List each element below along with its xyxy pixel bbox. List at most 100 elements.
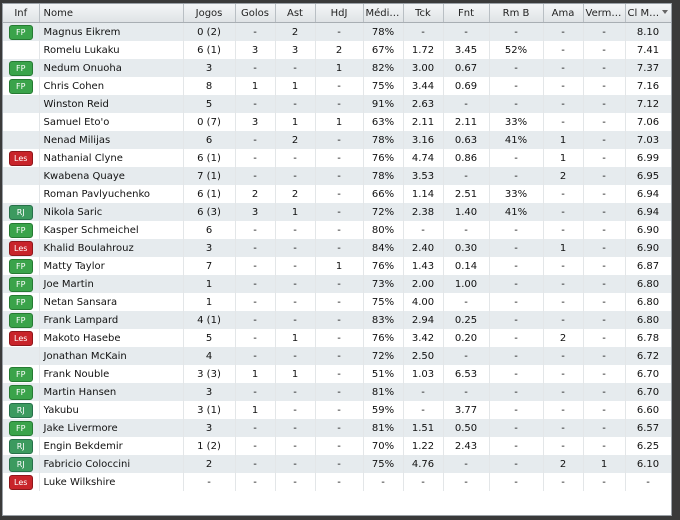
column-header-fnt[interactable]: Fnt	[443, 4, 490, 23]
status-badge[interactable]: FP	[8, 24, 33, 40]
cell-player-name[interactable]: Matty Taylor	[39, 257, 184, 275]
cell-tck: -	[403, 473, 444, 491]
table-row[interactable]: RJ Nikola Saric 6 (3) 3 1-72% 2.38 1.40 41% - -6.…	[3, 203, 671, 221]
cell-media: 82%	[363, 59, 404, 77]
column-header-nome[interactable]: Nome	[39, 4, 184, 23]
status-badge[interactable]: FP	[8, 294, 33, 310]
table-row[interactable]: Roman Pavlyuchenko 6 (1) 2 2-66% 1.14 2.51 33%…	[3, 185, 671, 203]
status-badge[interactable]: RJ	[8, 456, 33, 472]
cell-player-name[interactable]: Nenad Milijas	[39, 131, 184, 149]
status-badge[interactable]: FP	[8, 258, 33, 274]
status-badge[interactable]: Les	[8, 474, 33, 490]
cell-player-name[interactable]: Nikola Saric	[39, 203, 184, 221]
column-header-hdj[interactable]: HdJ	[315, 4, 364, 23]
table-row[interactable]: RJ Fabricio Coloccini 2- - -75% 4.76- -2 1 6.10	[3, 455, 671, 473]
table-row[interactable]: FP Frank Lampard 4 (1) - - -83% 2.94 0.25- - -6.8…	[3, 311, 671, 329]
column-header-ast[interactable]: Ast	[275, 4, 316, 23]
column-header-vermelhos[interactable]: Vermel...	[583, 4, 626, 23]
cell-hdj: 1	[315, 113, 364, 131]
table-row[interactable]: Kwabena Quaye 7 (1) - - -78% 3.53- -2-6.95	[3, 167, 671, 185]
status-badge[interactable]: FP	[8, 312, 33, 328]
table-row[interactable]: FP Joe Martin 1- - -73% 2.00 1.00- - -6.80	[3, 275, 671, 293]
status-badge[interactable]: FP	[8, 384, 33, 400]
table-row[interactable]: Les Nathanial Clyne 6 (1) - - -76% 4.74 0.86-1-…	[3, 149, 671, 167]
table-row[interactable]: FP Netan Sansara 1- - -75% 4.00- - - -6.80	[3, 293, 671, 311]
cell-jogos: 0 (7)	[183, 113, 236, 131]
table-row[interactable]: FP Nedum Onuoha 3- -1 82% 3.00 0.67- - -7.37	[3, 59, 671, 77]
status-badge[interactable]: RJ	[8, 438, 33, 454]
status-badge[interactable]: FP	[8, 420, 33, 436]
cell-ama: -	[543, 95, 584, 113]
status-badge[interactable]: FP	[8, 60, 33, 76]
cell-player-name[interactable]: Winston Reid	[39, 95, 184, 113]
status-badge[interactable]: Les	[8, 150, 33, 166]
table-row[interactable]: Les Khalid Boulahrouz 3- - -84% 2.40 0.30-1-6.…	[3, 239, 671, 257]
column-header-golos[interactable]: Golos	[235, 4, 276, 23]
cell-golos: -	[235, 59, 276, 77]
cell-player-name[interactable]: Romelu Lukaku	[39, 41, 184, 59]
table-row[interactable]: Winston Reid 5- - -91% 2.63- - - -7.12	[3, 95, 671, 113]
cell-player-name[interactable]: Magnus Eikrem	[39, 22, 184, 41]
cell-player-name[interactable]: Roman Pavlyuchenko	[39, 185, 184, 203]
cell-ama: -	[543, 59, 584, 77]
table-row[interactable]: Nenad Milijas 6-2-78% 3.16 0.63 41% 1-7.03	[3, 131, 671, 149]
cell-player-name[interactable]: Frank Nouble	[39, 365, 184, 383]
table-row[interactable]: FP Chris Cohen 8 1 1-75% 3.44 0.69- - -7.16	[3, 77, 671, 95]
cell-fnt: 0.63	[443, 131, 490, 149]
cell-ast: -	[275, 257, 316, 275]
cell-player-name[interactable]: Kasper Schmeichel	[39, 221, 184, 239]
column-header-media[interactable]: Média ...	[363, 4, 404, 23]
status-badge[interactable]: RJ	[8, 402, 33, 418]
table-row[interactable]: Jonathan McKain 4- - -72% 2.50- - - -6.72	[3, 347, 671, 365]
cell-tck: 4.00	[403, 293, 444, 311]
table-row[interactable]: Les Luke Wilkshire - - - - - - - - - - -	[3, 473, 671, 491]
cell-player-name[interactable]: Luke Wilkshire	[39, 473, 184, 491]
table-row[interactable]: FP Jake Livermore 3- - -81% 1.51 0.50- - -6.57	[3, 419, 671, 437]
cell-vermelhos: -	[583, 401, 626, 419]
cell-vermelhos: -	[583, 347, 626, 365]
cell-hdj: -	[315, 239, 364, 257]
cell-player-name[interactable]: Yakubu	[39, 401, 184, 419]
status-badge[interactable]: Les	[8, 240, 33, 256]
column-header-rmb[interactable]: Rm B	[489, 4, 544, 23]
cell-player-name[interactable]: Fabricio Coloccini	[39, 455, 184, 473]
cell-player-name[interactable]: Engin Bekdemir	[39, 437, 184, 455]
cell-player-name[interactable]: Kwabena Quaye	[39, 167, 184, 185]
cell-player-name[interactable]: Joe Martin	[39, 275, 184, 293]
cell-player-name[interactable]: Khalid Boulahrouz	[39, 239, 184, 257]
table-row[interactable]: FP Magnus Eikrem 0 (2) -2-78% - - - - -8.10	[3, 22, 671, 41]
cell-player-name[interactable]: Netan Sansara	[39, 293, 184, 311]
cell-player-name[interactable]: Samuel Eto'o	[39, 113, 184, 131]
table-row[interactable]: Romelu Lukaku 6 (1) 3 3 2 67% 1.72 3.45 52% - -7.4…	[3, 41, 671, 59]
column-header-cl-med[interactable]: Cl Med	[625, 4, 671, 23]
status-badge[interactable]: FP	[8, 222, 33, 238]
table-row[interactable]: RJ Yakubu 3 (1) 1- -59% -3.77- - -6.60	[3, 401, 671, 419]
column-header-tck[interactable]: Tck	[403, 4, 444, 23]
column-header-ama[interactable]: Ama	[543, 4, 584, 23]
cell-player-name[interactable]: Jonathan McKain	[39, 347, 184, 365]
table-row[interactable]: FP Martin Hansen 3- - -81% - - - - -6.70	[3, 383, 671, 401]
status-badge[interactable]: FP	[8, 78, 33, 94]
status-badge[interactable]: RJ	[8, 204, 33, 220]
cell-player-name[interactable]: Nedum Onuoha	[39, 59, 184, 77]
column-header-inf[interactable]: Inf	[3, 4, 40, 23]
status-badge[interactable]: Les	[8, 330, 33, 346]
status-badge[interactable]: FP	[8, 276, 33, 292]
cell-player-name[interactable]: Martin Hansen	[39, 383, 184, 401]
table-row[interactable]: RJ Engin Bekdemir 1 (2) - - -70% 1.22 2.43- - -6.…	[3, 437, 671, 455]
cell-ama: -	[543, 221, 584, 239]
cell-player-name[interactable]: Jake Livermore	[39, 419, 184, 437]
table-row[interactable]: FP Kasper Schmeichel 6- - -80% - - - - -6.90	[3, 221, 671, 239]
cell-player-name[interactable]: Makoto Hasebe	[39, 329, 184, 347]
table-row[interactable]: FP Frank Nouble 3 (3) 1 1-51% 1.03 6.53- - -6.70	[3, 365, 671, 383]
column-header-jogos[interactable]: Jogos	[183, 4, 236, 23]
status-badge[interactable]: FP	[8, 366, 33, 382]
cell-hdj: 1	[315, 59, 364, 77]
cell-player-name[interactable]: Frank Lampard	[39, 311, 184, 329]
cell-media: 72%	[363, 203, 404, 221]
cell-player-name[interactable]: Chris Cohen	[39, 77, 184, 95]
cell-player-name[interactable]: Nathanial Clyne	[39, 149, 184, 167]
table-row[interactable]: FP Matty Taylor 7- -1 76% 1.43 0.14- - -6.87	[3, 257, 671, 275]
table-row[interactable]: Samuel Eto'o 0 (7) 3 1 1 63% 2.11 2.11 33% - -7.06	[3, 113, 671, 131]
table-row[interactable]: Les Makoto Hasebe 5-1-76% 3.42 0.20-2-6.78	[3, 329, 671, 347]
